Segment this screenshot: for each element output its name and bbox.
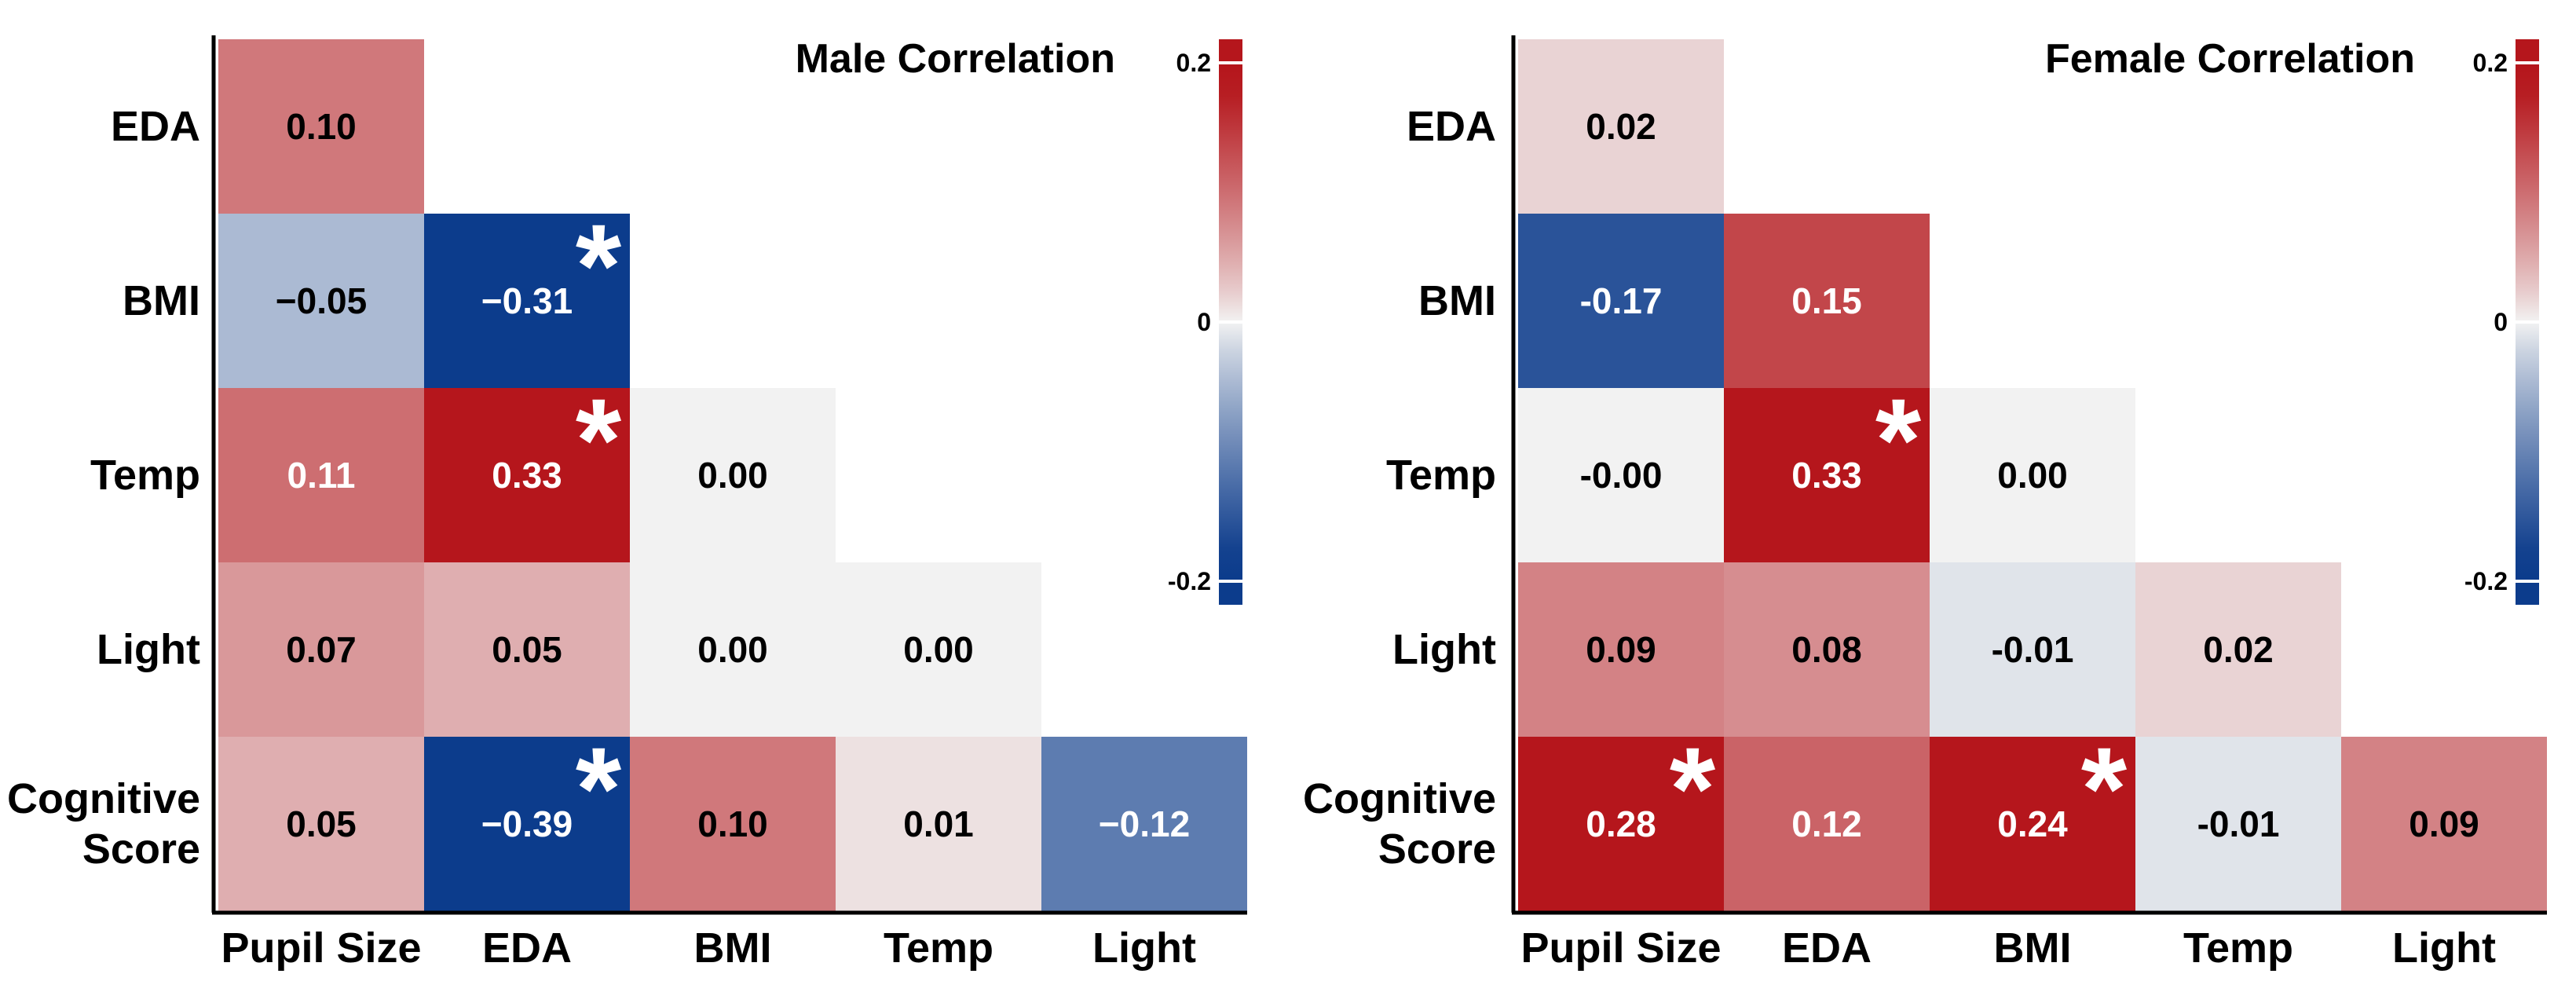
heatmap-cell bbox=[1518, 737, 1724, 911]
heatmap-cell bbox=[1930, 388, 2135, 562]
heatmap-cell bbox=[424, 388, 630, 562]
row-label: Cognitive Score bbox=[7, 775, 200, 873]
cell-value-label: -0.00 bbox=[1580, 455, 1663, 496]
cell-value-label: 0.15 bbox=[1791, 280, 1862, 321]
column-label: BMI bbox=[694, 924, 772, 972]
cell-value-label: -0.01 bbox=[2197, 803, 2280, 844]
heatmap-cell bbox=[1518, 39, 1724, 214]
cell-value-label: 0.10 bbox=[286, 106, 357, 147]
row-label: Temp bbox=[90, 452, 200, 499]
heatmap-cell bbox=[2135, 562, 2341, 737]
heatmap-cell bbox=[218, 214, 424, 388]
row-label: Temp bbox=[1386, 452, 1496, 499]
male-correlation-panel: 0.10−0.05 −0.31 *0.11 0.33 * 0.000.07 0.05 0.00… bbox=[7, 35, 1247, 972]
cell-value-label: 0.02 bbox=[2203, 629, 2274, 670]
colorbar-tick-label: 0 bbox=[1197, 308, 1211, 336]
row-label: BMI bbox=[1418, 277, 1496, 324]
heatmap-cell bbox=[1724, 214, 1930, 388]
heatmap-cell bbox=[630, 737, 836, 911]
cell-value-label: 0.08 bbox=[1791, 629, 1862, 670]
colorbar-tick-label: 0.2 bbox=[1176, 49, 1211, 77]
column-label: Temp bbox=[2183, 924, 2293, 972]
cell-value-label: 0.02 bbox=[1586, 106, 1656, 147]
cell-value-label: 0.09 bbox=[2409, 803, 2479, 844]
column-label: Light bbox=[2392, 924, 2496, 972]
cell-value-label: 0.12 bbox=[1791, 803, 1862, 844]
colorbar-tick-label: -0.2 bbox=[1168, 567, 1211, 595]
cell-value-label: 0.01 bbox=[903, 803, 974, 844]
heatmap-cell bbox=[1041, 737, 1247, 911]
cell-value-label: 0.33 bbox=[492, 455, 562, 496]
heatmap-cell bbox=[1724, 388, 1930, 562]
heatmap-cell bbox=[424, 562, 630, 737]
row-label: EDA bbox=[1407, 103, 1496, 150]
heatmap-cell bbox=[218, 562, 424, 737]
cell-value-label: 0.09 bbox=[1586, 629, 1656, 670]
significance-star: * bbox=[576, 374, 622, 506]
heatmap-cell bbox=[1518, 388, 1724, 562]
cell-value-label: −0.31 bbox=[481, 280, 573, 321]
cell-value-label: 0.07 bbox=[286, 629, 357, 670]
heatmap-cell bbox=[218, 39, 424, 214]
column-label: Pupil Size bbox=[221, 924, 421, 972]
colorbar-tick-label: -0.2 bbox=[2464, 567, 2508, 595]
column-label: EDA bbox=[1782, 924, 1872, 972]
cell-value-label: 0.10 bbox=[697, 803, 768, 844]
row-label: BMI bbox=[123, 277, 200, 324]
row-label: Light bbox=[1392, 626, 1496, 673]
significance-star: * bbox=[1670, 723, 1716, 855]
cell-value-label: 0.05 bbox=[492, 629, 562, 670]
row-label: EDA bbox=[111, 103, 200, 150]
cell-value-label: -0.17 bbox=[1580, 280, 1663, 321]
cell-value-label: 0.00 bbox=[903, 629, 974, 670]
cell-value-label: 0.33 bbox=[1791, 455, 1862, 496]
cell-value-label: 0.00 bbox=[697, 455, 768, 496]
heatmap-cell bbox=[424, 214, 630, 388]
heatmap-cell bbox=[2341, 737, 2547, 911]
cell-value-label: −0.39 bbox=[481, 803, 573, 844]
colorbar-tick-label: 0.2 bbox=[2473, 49, 2508, 77]
heatmap-cell bbox=[1518, 562, 1724, 737]
panel-title: Male Correlation bbox=[796, 36, 1115, 82]
column-label: Light bbox=[1092, 924, 1196, 972]
heatmap-cell bbox=[1930, 737, 2135, 911]
row-label: Cognitive Score bbox=[1303, 775, 1496, 873]
heatmap-cell bbox=[424, 737, 630, 911]
heatmap-cell bbox=[630, 388, 836, 562]
panel-title: Female Correlation bbox=[2045, 36, 2415, 82]
column-label: Temp bbox=[884, 924, 993, 972]
heatmap-cell bbox=[1724, 562, 1930, 737]
heatmap-cell bbox=[836, 737, 1041, 911]
colorbar-tick-label: 0 bbox=[2494, 308, 2508, 336]
cell-value-label: -0.01 bbox=[1992, 629, 2074, 670]
significance-star: * bbox=[576, 723, 622, 855]
heatmap-cell bbox=[218, 388, 424, 562]
heatmap-cell bbox=[836, 562, 1041, 737]
column-label: EDA bbox=[482, 924, 572, 972]
row-label: Light bbox=[97, 626, 200, 673]
heatmap-cell bbox=[218, 737, 424, 911]
heatmap-cell bbox=[1724, 737, 1930, 911]
cell-value-label: −0.05 bbox=[276, 280, 367, 321]
heatmap-cell bbox=[1518, 214, 1724, 388]
female-correlation-panel: 0.02 -0.17 0.15 -0.00 0.33 * 0.00 0.09 0.08 -0.01… bbox=[1303, 35, 2547, 972]
heatmap-cell bbox=[1930, 562, 2135, 737]
cell-value-label: 0.28 bbox=[1586, 803, 1656, 844]
cell-value-label: 0.24 bbox=[1997, 803, 2068, 844]
column-label: Pupil Size bbox=[1520, 924, 1721, 972]
significance-star: * bbox=[576, 200, 622, 331]
cell-value-label: 0.00 bbox=[697, 629, 768, 670]
cell-value-label: 0.11 bbox=[287, 455, 356, 496]
cell-value-label: 0.00 bbox=[1997, 455, 2068, 496]
column-label: BMI bbox=[1994, 924, 2072, 972]
cell-value-label: −0.12 bbox=[1099, 803, 1190, 844]
significance-star: * bbox=[1875, 374, 1922, 506]
heatmap-cell bbox=[630, 562, 836, 737]
cell-value-label: 0.05 bbox=[286, 803, 357, 844]
heatmap-cell bbox=[2135, 737, 2341, 911]
significance-star: * bbox=[2081, 723, 2128, 855]
